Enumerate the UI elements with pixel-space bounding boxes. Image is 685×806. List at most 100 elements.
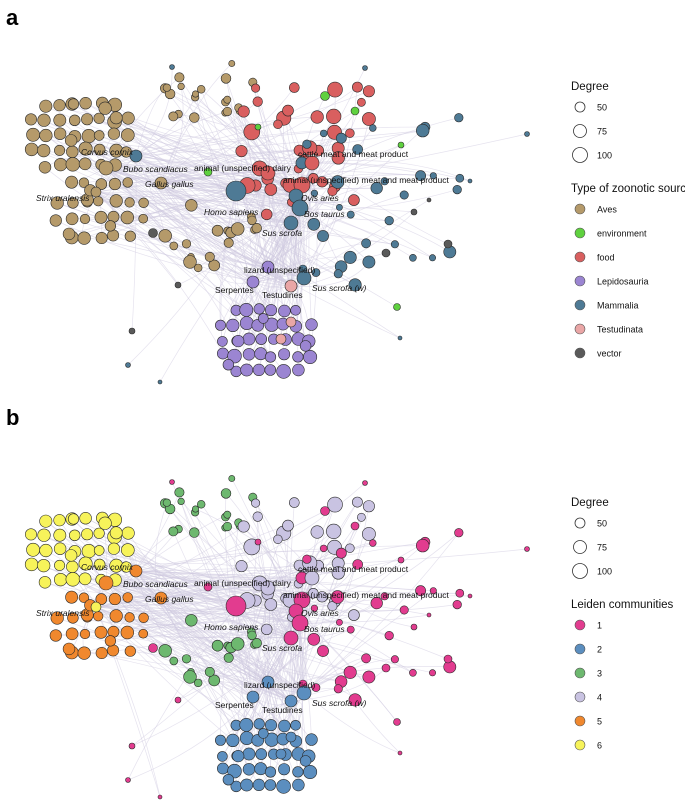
network-node [264,779,277,791]
network-node [288,82,300,93]
network-edge [135,126,426,157]
network-node [429,172,437,180]
network-node [415,585,426,597]
network-edge [105,582,369,678]
network-node [455,588,465,598]
network-node [397,750,403,756]
legend-color-label: 1 [597,621,602,631]
network-node [93,130,105,141]
network-edge [171,481,254,698]
network-node [303,349,318,364]
network-node [278,763,291,776]
network-node [370,182,383,195]
network-node [384,630,394,641]
legend-color-swatch [574,299,586,311]
network-node [121,526,135,540]
network-node [208,674,220,687]
network-edge [235,190,305,279]
network-node [124,197,135,208]
network-node [54,559,66,571]
network-node [93,196,104,207]
network-node [356,512,366,522]
legend-color-swatch [574,203,586,215]
network-node [290,304,301,316]
network-edge [252,195,297,283]
network-node [148,228,158,238]
network-node [288,497,300,508]
network-node [109,526,123,540]
network-node [174,696,182,704]
network-edge [178,113,269,268]
network-node [317,230,329,242]
node-label: cattle meat and meat product [298,149,409,159]
network-node [78,572,92,586]
network-node [335,547,347,559]
node-label: Bubo scandiacus [123,164,188,174]
network-node [65,572,81,587]
network-node [215,734,227,746]
network-node [239,731,254,745]
network-node [49,214,62,227]
network-edge [95,162,313,193]
network-node [93,558,106,571]
network-node [226,733,240,748]
hub-node [246,275,260,289]
network-node [454,113,464,123]
hub-node [261,675,275,689]
network-edge [95,191,192,258]
network-node [53,572,68,587]
network-node [53,113,67,127]
network-node [335,619,343,626]
network-node [181,654,192,664]
network-edge [95,191,224,354]
network-node [343,665,357,679]
network-node [524,131,530,137]
node-label: Bos taurus [304,209,345,219]
network-node [109,609,123,623]
network-node [174,281,182,289]
node-labels: Corvus cornix Bubo scandiacus Gallus gallu… [36,147,449,300]
network-node [361,238,371,249]
node-label: animal (unspecified) dairy [194,163,292,173]
network-node [50,196,64,210]
network-node [330,590,345,604]
network-node [299,340,312,352]
network-edge [135,570,301,624]
network-node [302,554,312,564]
network-node [66,145,79,159]
legend-degree-circle [573,124,587,138]
network-node [348,194,360,206]
network-node [362,500,375,513]
hub-node [154,591,168,605]
network-node [95,178,108,190]
network-node [393,303,401,311]
network-node [81,528,94,541]
legend-color-swatch [574,347,586,359]
network-edge [95,606,234,741]
network-node [78,177,90,188]
network-node [310,525,324,539]
network-node [264,304,277,317]
network-node [162,498,171,507]
network-edge [160,170,421,184]
network-edge [68,648,254,698]
network-node [67,612,79,624]
network-edge [235,190,415,213]
panel-b: b Corvus cornix Bubo scandiacus Gallus gal… [6,405,674,800]
network-edge [131,637,292,747]
network-node [228,60,236,67]
network-node [282,104,294,117]
network-edge [105,167,269,268]
network-node [254,123,262,131]
network-node [138,628,148,639]
legend-color-items: Aves environment food Lepidosauria Mammalia T… [574,203,649,359]
network-edge [222,587,269,769]
network-node [275,333,287,345]
network-edge [311,162,449,245]
network-node [169,241,179,251]
network-edge [135,550,342,572]
network-node [222,773,235,786]
network-node [81,543,96,559]
legend-degree-items: 50 75 100 [572,101,612,163]
network-node [254,538,262,546]
